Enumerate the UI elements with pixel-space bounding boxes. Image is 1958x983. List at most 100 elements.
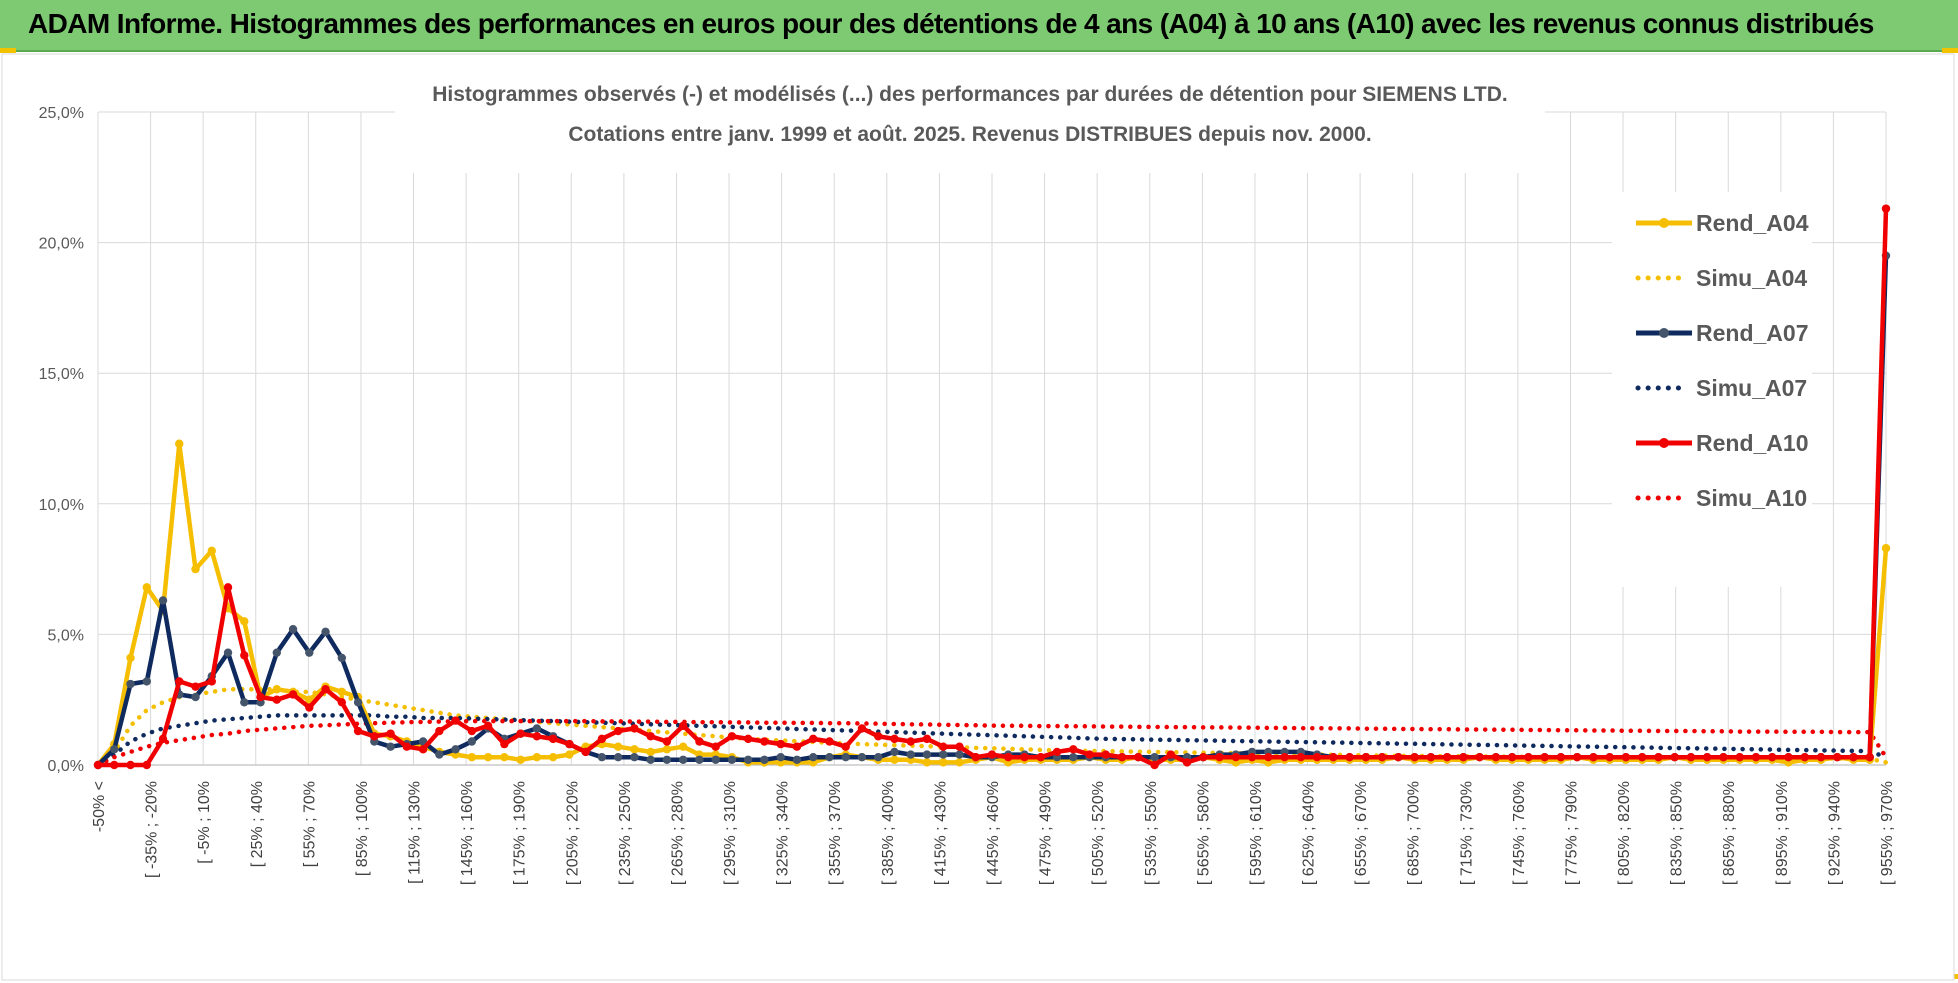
data-point-rend-a07 xyxy=(158,596,168,605)
data-point-rend-a10 xyxy=(1784,752,1793,762)
x-tick-label: [ 25% ; 40% xyxy=(249,781,266,867)
data-point-rend-a10 xyxy=(1312,752,1322,762)
data-point-rend-a10 xyxy=(1280,752,1289,762)
y-tick-label: 0,0% xyxy=(48,758,84,775)
data-point-rend-a07 xyxy=(955,750,964,759)
legend-label-simu-a10: Simu_A10 xyxy=(1696,485,1807,511)
y-tick-label: 10,0% xyxy=(39,497,84,514)
data-point-rend-a10 xyxy=(223,583,233,592)
x-tick-label: [ 865% ; 880% xyxy=(1721,781,1738,885)
data-point-rend-a10 xyxy=(1231,752,1241,762)
x-tick-label: [ 775% ; 790% xyxy=(1563,781,1580,885)
data-point-rend-a10 xyxy=(1296,752,1306,762)
x-tick-label: [ 805% ; 820% xyxy=(1616,781,1633,885)
data-point-rend-a07 xyxy=(1150,752,1159,762)
data-point-rend-a10 xyxy=(1377,752,1387,762)
data-point-rend-a10 xyxy=(711,742,720,751)
data-point-rend-a04 xyxy=(1881,544,1891,553)
y-tick-label: 25,0% xyxy=(39,105,84,122)
chart-subtitle: Cotations entre janv. 1999 et août. 2025… xyxy=(568,123,1371,146)
data-point-rend-a10 xyxy=(1605,752,1614,762)
data-point-rend-a10 xyxy=(418,745,428,754)
data-point-rend-a10 xyxy=(321,685,330,694)
data-point-rend-a10 xyxy=(467,726,477,736)
data-point-rend-a04 xyxy=(175,439,184,448)
data-point-rend-a10 xyxy=(809,734,818,744)
data-point-rend-a10 xyxy=(288,690,298,699)
data-point-rend-a10 xyxy=(191,682,200,691)
data-point-rend-a07 xyxy=(792,755,802,764)
data-point-rend-a10 xyxy=(922,734,932,744)
data-point-rend-a10 xyxy=(158,734,168,744)
data-point-rend-a10 xyxy=(337,698,347,707)
data-point-rend-a04 xyxy=(191,564,200,574)
data-point-rend-a04 xyxy=(483,752,493,762)
data-point-rend-a10 xyxy=(890,734,899,744)
x-tick-label: [ -35% ; -20% xyxy=(144,781,161,878)
data-point-rend-a10 xyxy=(483,721,493,731)
legend-label-simu-a07: Simu_A07 xyxy=(1696,375,1807,401)
data-point-rend-a07 xyxy=(678,755,688,764)
data-point-rend-a04 xyxy=(678,742,688,751)
data-point-rend-a07 xyxy=(939,750,948,759)
series-line-simu-a07 xyxy=(95,713,1889,768)
data-point-rend-a10 xyxy=(256,692,265,702)
x-tick-label: [ 685% ; 700% xyxy=(1406,781,1423,885)
data-point-rend-a07 xyxy=(240,698,249,707)
x-tick-label: [ 955% ; 970% xyxy=(1879,781,1896,885)
data-point-rend-a10 xyxy=(1052,747,1062,757)
data-point-rend-a10 xyxy=(987,750,997,759)
data-point-rend-a07 xyxy=(711,755,720,764)
data-point-rend-a10 xyxy=(1036,752,1045,762)
x-tick-label: [ 355% ; 370% xyxy=(827,781,844,885)
legend-label-rend-a04: Rend_A04 xyxy=(1696,210,1809,236)
data-point-rend-a10 xyxy=(1004,752,1013,762)
data-point-rend-a10 xyxy=(305,703,314,712)
data-point-rend-a07 xyxy=(191,692,200,702)
x-tick-label: [ 625% ; 640% xyxy=(1301,781,1318,885)
data-point-rend-a07 xyxy=(695,755,704,764)
data-point-rend-a10 xyxy=(1069,745,1078,754)
data-point-rend-a10 xyxy=(1410,752,1419,762)
data-point-rend-a10 xyxy=(662,737,672,746)
data-point-rend-a10 xyxy=(613,726,623,736)
data-point-rend-a07 xyxy=(321,627,330,636)
data-point-rend-a04 xyxy=(207,546,216,556)
data-point-rend-a07 xyxy=(288,624,298,634)
data-point-rend-a04 xyxy=(516,755,525,764)
data-point-rend-a10 xyxy=(353,726,363,736)
data-point-rend-a04 xyxy=(467,752,477,762)
x-tick-label: [ 895% ; 910% xyxy=(1774,781,1791,885)
data-point-rend-a10 xyxy=(93,760,103,770)
data-point-rend-a10 xyxy=(1540,752,1549,762)
data-point-rend-a04 xyxy=(630,745,639,754)
x-tick-label: [ 175% ; 190% xyxy=(512,781,529,885)
data-point-rend-a10 xyxy=(451,716,460,725)
data-point-rend-a10 xyxy=(760,737,769,746)
data-point-rend-a07 xyxy=(646,755,655,764)
data-point-rend-a10 xyxy=(1394,752,1403,762)
data-point-rend-a04 xyxy=(337,687,347,697)
x-tick-label: [ 385% ; 400% xyxy=(880,781,897,885)
data-point-rend-a10 xyxy=(1800,752,1809,762)
data-point-rend-a10 xyxy=(110,760,119,770)
data-point-rend-a10 xyxy=(1833,752,1842,762)
data-point-rend-a07 xyxy=(272,648,281,657)
data-point-rend-a07 xyxy=(142,677,151,686)
x-tick-label: [ 445% ; 460% xyxy=(985,781,1002,885)
data-point-rend-a10 xyxy=(1361,752,1371,762)
data-point-rend-a07 xyxy=(630,752,639,762)
data-point-rend-a10 xyxy=(1475,752,1484,762)
x-tick-label: [ 595% ; 610% xyxy=(1248,781,1265,885)
data-point-rend-a07 xyxy=(809,752,818,762)
data-point-rend-a04 xyxy=(662,745,672,754)
legend-label-rend-a07: Rend_A07 xyxy=(1696,320,1808,346)
data-point-rend-a10 xyxy=(1816,752,1826,762)
data-point-rend-a10 xyxy=(1215,752,1224,762)
data-point-rend-a10 xyxy=(386,729,395,738)
data-point-rend-a04 xyxy=(613,742,623,751)
data-point-rend-a10 xyxy=(1182,758,1192,767)
data-point-rend-a07 xyxy=(727,755,737,764)
x-tick-label: [ 325% ; 340% xyxy=(775,781,792,885)
data-point-rend-a07 xyxy=(874,752,883,762)
